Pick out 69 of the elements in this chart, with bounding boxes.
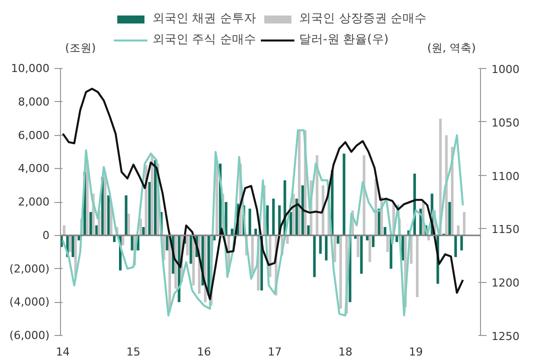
x-tick-label: 19 bbox=[408, 346, 423, 358]
bar bbox=[307, 225, 310, 236]
bar bbox=[448, 202, 451, 236]
legend-label: 달러-원 환율(우) bbox=[299, 31, 389, 48]
bar bbox=[356, 235, 360, 258]
bar bbox=[148, 182, 151, 236]
bar bbox=[313, 235, 316, 278]
y-tick-label: 6,000 bbox=[18, 128, 50, 142]
bar bbox=[192, 235, 195, 286]
y2-tick-label: 1000 bbox=[492, 63, 520, 76]
y-axis-title: (조원) bbox=[65, 42, 96, 54]
y2-tick-label: 1250 bbox=[492, 330, 520, 343]
bar bbox=[272, 198, 275, 236]
bar bbox=[95, 225, 98, 236]
y-tick-label: (6,000) bbox=[9, 329, 50, 342]
y-tick-label: 10,000 bbox=[11, 62, 50, 75]
bar bbox=[72, 235, 74, 258]
bar bbox=[319, 235, 322, 254]
line-series bbox=[62, 88, 464, 300]
x-tick-label: 16 bbox=[196, 346, 211, 358]
bar bbox=[130, 235, 134, 250]
y2-tick-label: 1200 bbox=[492, 276, 520, 290]
x-tick-label: 14 bbox=[56, 346, 70, 358]
bar bbox=[460, 235, 463, 250]
y2-tick-label: 1100 bbox=[492, 170, 520, 183]
bar bbox=[190, 235, 192, 264]
y-tick-label: 4,000 bbox=[18, 162, 50, 176]
y-tick-label: (4,000) bbox=[9, 296, 50, 309]
bar bbox=[324, 235, 328, 260]
legend-label: 외국인 채권 순투자 bbox=[152, 10, 256, 27]
bar bbox=[342, 154, 346, 236]
bar bbox=[368, 235, 372, 262]
bar bbox=[107, 195, 110, 236]
bar bbox=[166, 235, 168, 250]
legend-label: 외국인 상장증권 순매수 bbox=[299, 10, 427, 27]
y2-axis-title: (원, 역축) bbox=[427, 42, 476, 54]
bar bbox=[339, 235, 342, 309]
y-tick-label: 0 bbox=[42, 228, 50, 242]
bar bbox=[360, 235, 363, 274]
bar bbox=[386, 235, 389, 252]
line-series bbox=[62, 129, 464, 316]
bar bbox=[454, 235, 457, 258]
y-tick-label: 2,000 bbox=[18, 196, 50, 208]
bar bbox=[186, 235, 189, 256]
legend-label: 외국인 주식 순매수 bbox=[152, 31, 256, 48]
x-tick-label: 15 bbox=[126, 346, 140, 358]
x-tick-label: 17 bbox=[268, 346, 282, 358]
bar bbox=[122, 235, 124, 246]
y-tick-label: (2,000) bbox=[9, 262, 50, 276]
bar bbox=[316, 155, 318, 236]
bar bbox=[68, 235, 72, 252]
bar bbox=[298, 130, 301, 236]
bar bbox=[336, 235, 340, 244]
bar bbox=[334, 235, 336, 262]
bar bbox=[248, 208, 252, 236]
bar bbox=[150, 155, 154, 236]
bar bbox=[286, 235, 289, 244]
y2-tick-label: 1050 bbox=[492, 116, 520, 130]
y-tick-label: 8,000 bbox=[18, 95, 50, 108]
bar bbox=[251, 235, 254, 274]
bar bbox=[372, 235, 375, 248]
bar bbox=[416, 235, 419, 298]
bar bbox=[462, 212, 466, 236]
bar bbox=[124, 195, 128, 236]
y2-tick-label: 1150 bbox=[492, 223, 520, 236]
bar bbox=[362, 155, 366, 236]
bar bbox=[127, 214, 130, 236]
x-tick-label: 18 bbox=[338, 346, 352, 358]
bar bbox=[89, 212, 92, 236]
